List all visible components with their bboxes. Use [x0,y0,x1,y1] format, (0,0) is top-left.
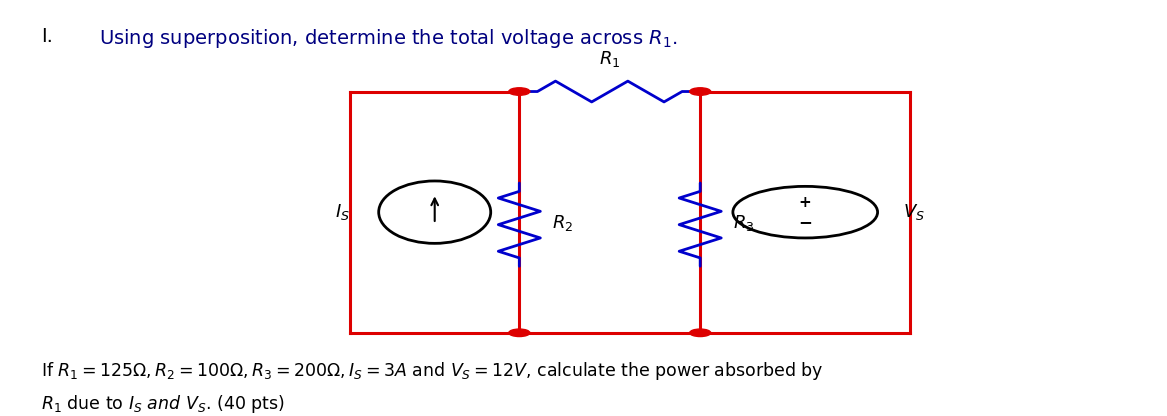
Circle shape [509,329,530,337]
Text: +: + [799,195,811,210]
Text: If $R_1 = 125\Omega, R_2 = 100\Omega, R_3 = 200\Omega, I_S = 3A$ and $V_S = 12V$: If $R_1 = 125\Omega, R_2 = 100\Omega, R_… [41,360,824,382]
Text: $R_1$ due to $I_S$ $\mathit{and}$ $V_S$. (40 pts): $R_1$ due to $I_S$ $\mathit{and}$ $V_S$.… [41,393,285,415]
Text: I.: I. [41,27,53,46]
Text: $I_S$: $I_S$ [335,202,350,222]
Circle shape [509,88,530,95]
Text: $R_3$: $R_3$ [733,213,754,233]
Text: $R_1$: $R_1$ [599,49,621,69]
Text: −: − [798,213,812,231]
Text: $V_S$: $V_S$ [903,202,925,222]
Text: Using superposition, determine the total voltage across $R_1$.: Using superposition, determine the total… [99,27,678,50]
Circle shape [690,88,711,95]
Circle shape [690,329,711,337]
Text: $R_2$: $R_2$ [552,213,573,233]
